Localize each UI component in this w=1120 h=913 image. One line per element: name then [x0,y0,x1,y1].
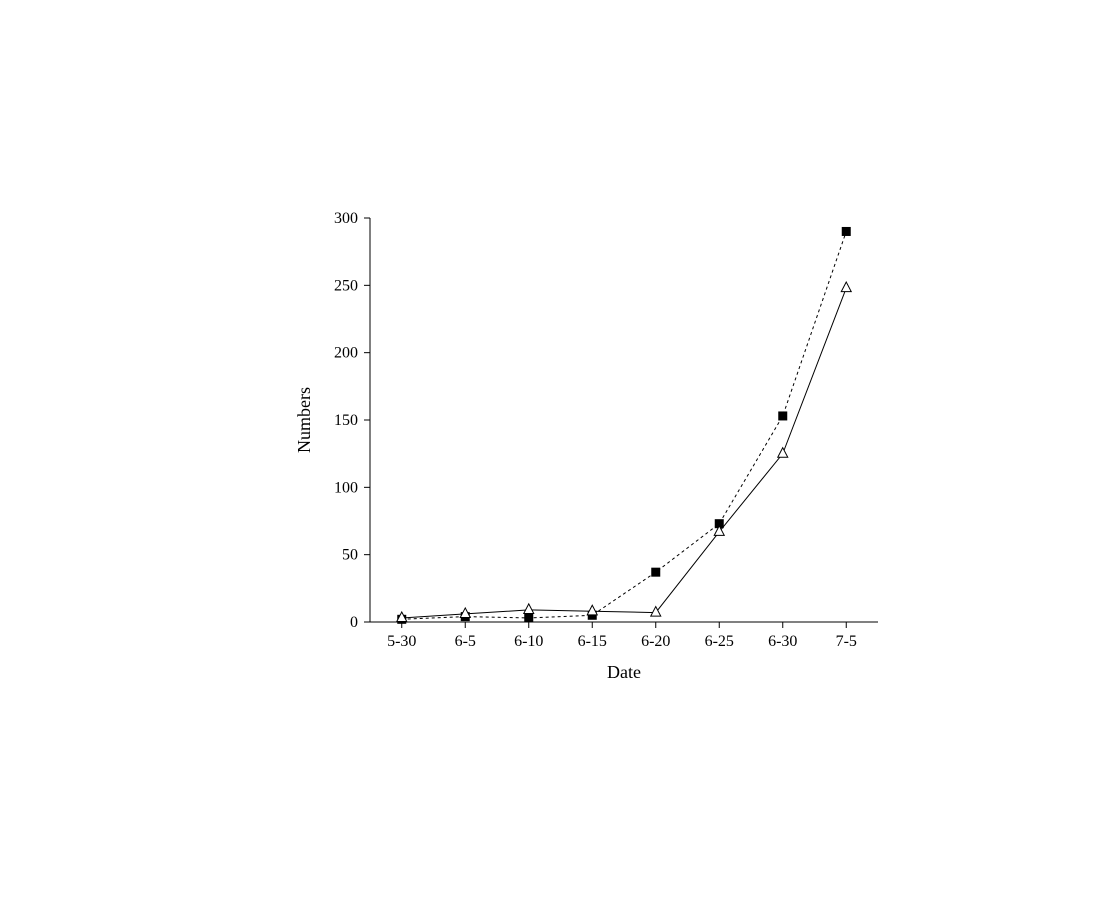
x-axis-label: Date [607,662,641,682]
y-tick-label: 0 [350,614,358,631]
triangle-marker-icon [587,605,597,615]
triangle-marker-icon [524,604,534,614]
y-tick-label: 200 [334,345,358,362]
series-square-line [402,231,847,619]
x-tick-label: 6-15 [578,633,607,650]
y-tick-label: 50 [342,547,358,564]
x-tick-label: 7-5 [836,633,857,650]
triangle-marker-icon [778,448,788,458]
x-tick-label: 6-30 [768,633,797,650]
square-marker-icon [842,227,850,235]
y-tick-label: 300 [334,210,358,227]
y-tick-label: 100 [334,479,358,496]
square-marker-icon [525,614,533,622]
square-marker-icon [652,568,660,576]
x-tick-label: 6-25 [705,633,734,650]
chart-container: 0 50 100 150 200 250 300 5-30 6-5 6-10 6-15 6-20 6-2… [0,0,1120,913]
y-tick-label: 150 [334,412,358,429]
x-tick-label: 6-10 [514,633,543,650]
line-chart: 0 50 100 150 200 250 300 5-30 6-5 6-10 6-15 6-20 6-2… [0,0,1120,913]
triangle-marker-icon [841,282,851,292]
square-marker-icon [779,412,787,420]
y-tick-label: 250 [334,277,358,294]
x-tick-label: 6-5 [455,633,476,650]
x-tick-label: 6-20 [641,633,670,650]
x-tick-label: 5-30 [387,633,416,650]
y-axis-label: Numbers [294,387,314,453]
